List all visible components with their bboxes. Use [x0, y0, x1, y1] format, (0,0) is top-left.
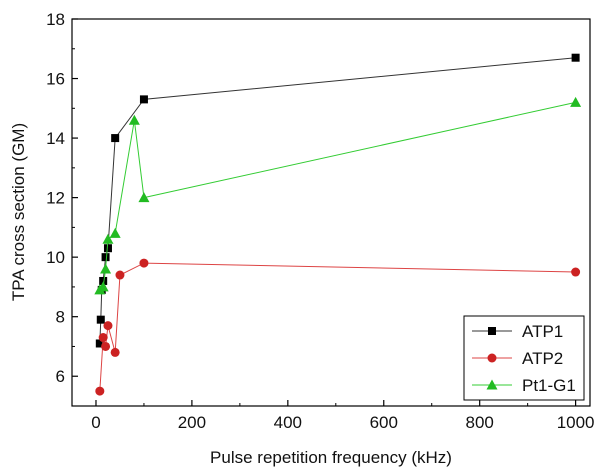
legend-marker	[488, 354, 497, 363]
x-tick-label: 0	[91, 413, 100, 432]
x-tick-label: 600	[370, 413, 398, 432]
data-point-atp2	[571, 268, 580, 277]
data-point-atp2	[99, 333, 108, 342]
y-tick-label: 6	[56, 367, 65, 386]
data-point-atp1	[111, 134, 119, 142]
y-tick-label: 8	[56, 308, 65, 327]
legend: ATP1 ATP2 Pt1-G1	[464, 316, 584, 400]
series-pt1-g1	[94, 97, 581, 295]
legend-marker	[488, 327, 496, 335]
x-tick-label: 1000	[557, 413, 595, 432]
data-point-atp1	[102, 253, 110, 261]
x-tick-label: 200	[178, 413, 206, 432]
data-point-atp2	[101, 342, 110, 351]
data-point-atp1	[572, 54, 580, 62]
x-axis: 0 200 400 600 800 1000	[91, 400, 594, 432]
legend-label: ATP2	[522, 349, 563, 368]
y-tick-label: 12	[46, 189, 65, 208]
legend-label: Pt1-G1	[522, 376, 576, 395]
y-tick-label: 14	[46, 129, 65, 148]
data-point-pt1-g1	[110, 228, 121, 238]
data-point-atp2	[95, 387, 104, 396]
y-tick-label: 18	[46, 10, 65, 29]
data-point-atp1	[97, 316, 105, 324]
x-tick-label: 400	[274, 413, 302, 432]
y-tick-label: 16	[46, 70, 65, 89]
data-point-pt1-g1	[129, 115, 140, 125]
y-tick-label: 10	[46, 248, 65, 267]
y-axis: 6 8 10 12 14 16 18	[46, 10, 78, 406]
series-line-atp1	[100, 58, 576, 344]
y-axis-title: TPA cross section (GM)	[9, 123, 28, 301]
series-line-pt1-g1	[100, 102, 576, 290]
series-atp1	[96, 54, 580, 348]
data-point-pt1-g1	[100, 264, 111, 274]
data-point-atp2	[139, 259, 148, 268]
data-point-atp1	[140, 95, 148, 103]
data-point-atp2	[103, 321, 112, 330]
data-point-atp2	[111, 348, 120, 357]
legend-label: ATP1	[522, 322, 563, 341]
data-point-pt1-g1	[570, 97, 581, 107]
data-point-atp2	[115, 271, 124, 280]
x-tick-label: 800	[465, 413, 493, 432]
x-axis-title: Pulse repetition frequency (kHz)	[210, 448, 452, 467]
